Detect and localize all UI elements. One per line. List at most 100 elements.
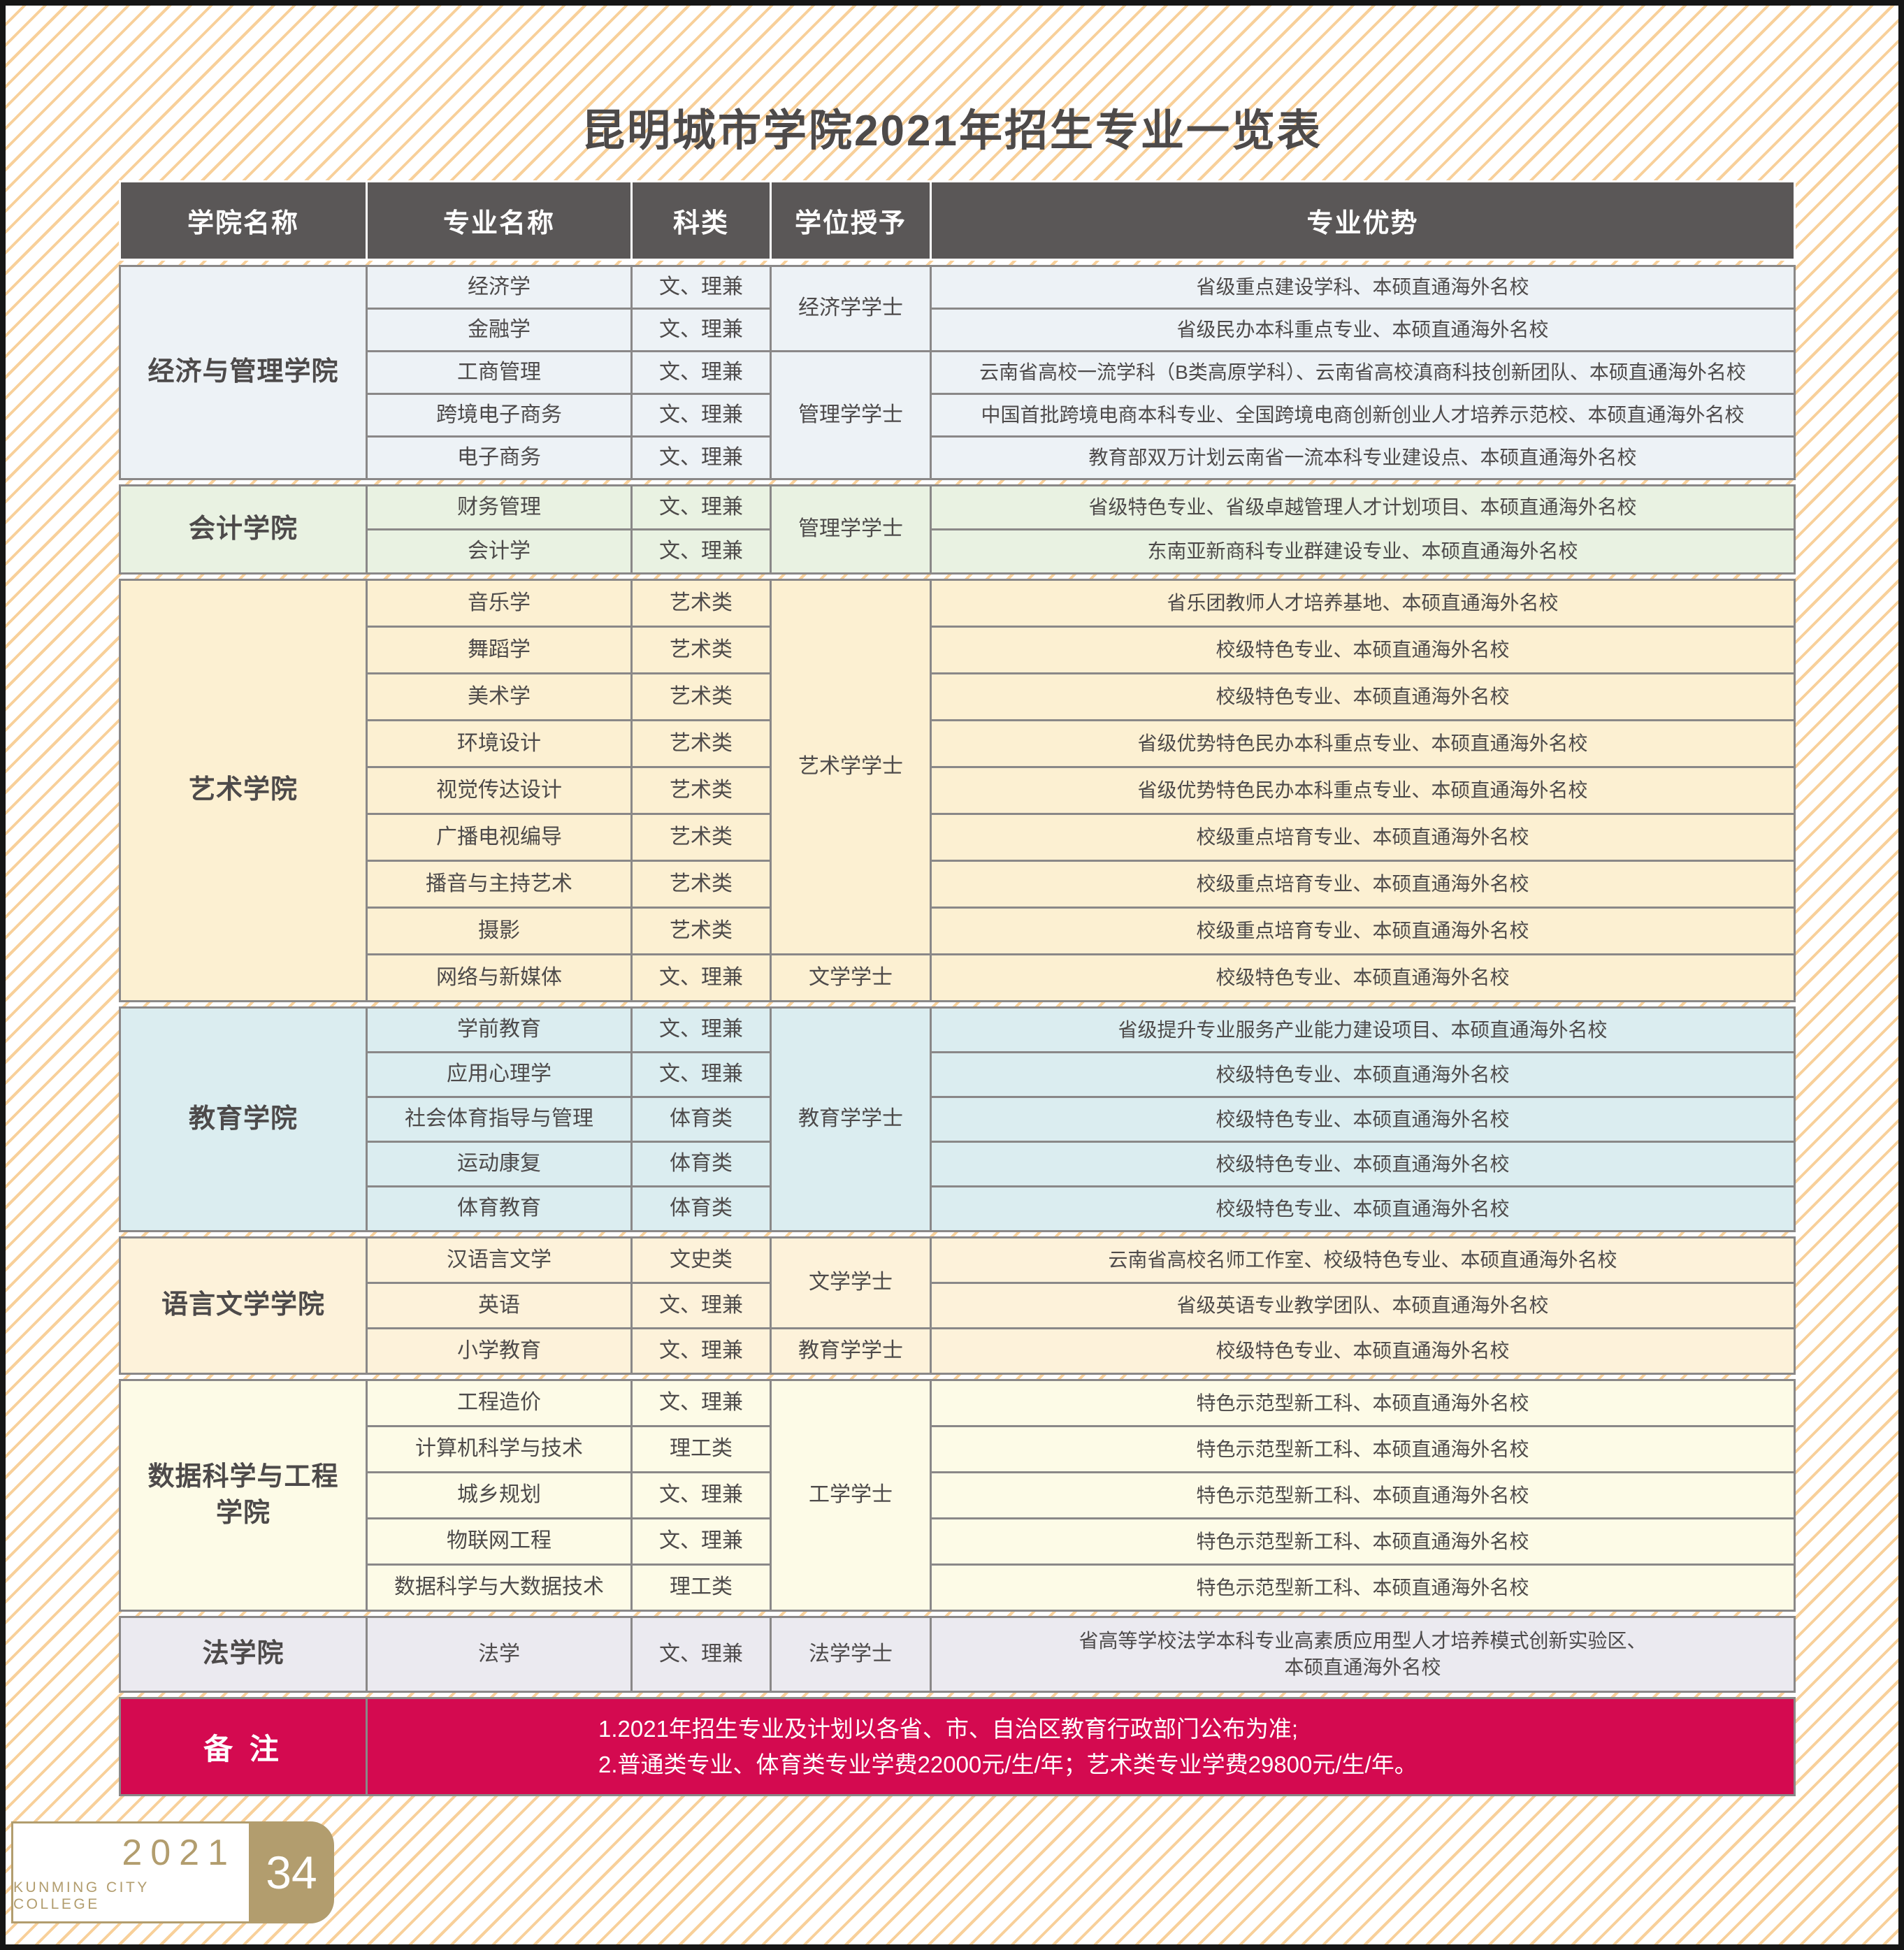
category-cell: 文、理兼 bbox=[633, 1519, 770, 1563]
major-cell: 经济学 bbox=[368, 267, 630, 308]
category-cell: 艺术类 bbox=[633, 768, 770, 813]
category-cell: 文、理兼 bbox=[633, 1009, 770, 1051]
advantage-cell: 特色示范型新工科、本硕直通海外名校 bbox=[932, 1473, 1794, 1517]
category-cell: 文史类 bbox=[633, 1238, 770, 1282]
major-cell: 财务管理 bbox=[368, 486, 630, 528]
major-cell: 播音与主持艺术 bbox=[368, 862, 630, 907]
advantage-cell: 校级重点培育专业、本硕直通海外名校 bbox=[932, 862, 1794, 907]
college-name-cell: 艺术学院 bbox=[121, 581, 366, 1000]
advantage-cell: 省级优势特色民办本科重点专业、本硕直通海外名校 bbox=[932, 768, 1794, 813]
major-cell: 物联网工程 bbox=[368, 1519, 630, 1563]
advantage-cell: 校级重点培育专业、本硕直通海外名校 bbox=[932, 815, 1794, 860]
degree-cell: 教育学学士 bbox=[772, 1329, 930, 1373]
major-cell: 摄影 bbox=[368, 909, 630, 953]
category-cell: 文、理兼 bbox=[633, 310, 770, 350]
degree-cell: 工学学士 bbox=[772, 1381, 930, 1610]
category-cell: 体育类 bbox=[633, 1143, 770, 1185]
college-section: 教育学院 学前教育 文、理兼 省级提升专业服务产业能力建设项目、本硕直通海外名校应用心… bbox=[119, 1006, 1796, 1232]
category-cell: 艺术类 bbox=[633, 909, 770, 953]
college-section: 艺术学院 音乐学 艺术类 省乐团教师人才培养基地、本硕直通海外名校 舞蹈学 艺术类 校级特色… bbox=[119, 579, 1796, 1002]
category-cell: 艺术类 bbox=[633, 815, 770, 860]
major-cell: 社会体育指导与管理 bbox=[368, 1098, 630, 1141]
advantage-cell: 东南亚新商科专业群建设专业、本硕直通海外名校 bbox=[932, 530, 1794, 572]
major-cell: 数据科学与大数据技术 bbox=[368, 1566, 630, 1610]
category-cell: 艺术类 bbox=[633, 721, 770, 766]
advantage-cell: 省级重点建设学科、本硕直通海外名校 bbox=[932, 267, 1794, 308]
category-cell: 理工类 bbox=[633, 1566, 770, 1610]
category-cell: 文、理兼 bbox=[633, 1053, 770, 1096]
advantage-cell: 校级重点培育专业、本硕直通海外名校 bbox=[932, 909, 1794, 953]
advantage-cell: 省级英语专业教学团队、本硕直通海外名校 bbox=[932, 1284, 1794, 1327]
college-name-cell: 教育学院 bbox=[121, 1009, 366, 1230]
college-name-cell: 经济与管理学院 bbox=[121, 267, 366, 478]
header-advantage: 专业优势 bbox=[932, 182, 1794, 259]
category-cell: 艺术类 bbox=[633, 862, 770, 907]
remark-line-2: 2.普通类专业、体育类专业学费22000元/生/年；艺术类专业学费29800元/… bbox=[598, 1752, 1418, 1777]
degree-cell: 管理学学士 bbox=[772, 352, 930, 478]
category-cell: 文、理兼 bbox=[633, 1329, 770, 1373]
category-cell: 艺术类 bbox=[633, 581, 770, 626]
category-cell: 文、理兼 bbox=[633, 352, 770, 393]
footer-badge-left: 2021 KUNMING CITY COLLEGE bbox=[11, 1821, 249, 1923]
category-cell: 艺术类 bbox=[633, 628, 770, 672]
advantage-cell: 中国首批跨境电商本科专业、全国跨境电商创新创业人才培养示范校、本硕直通海外名校 bbox=[932, 395, 1794, 435]
degree-cell: 文学学士 bbox=[772, 955, 930, 1000]
major-cell: 网络与新媒体 bbox=[368, 955, 630, 1000]
degree-cell: 教育学学士 bbox=[772, 1009, 930, 1230]
major-cell: 视觉传达设计 bbox=[368, 768, 630, 813]
category-cell: 文、理兼 bbox=[633, 486, 770, 528]
advantage-cell: 省级提升专业服务产业能力建设项目、本硕直通海外名校 bbox=[932, 1009, 1794, 1051]
major-cell: 英语 bbox=[368, 1284, 630, 1327]
major-cell: 广播电视编导 bbox=[368, 815, 630, 860]
advantage-cell: 校级特色专业、本硕直通海外名校 bbox=[932, 1053, 1794, 1096]
advantage-cell: 校级特色专业、本硕直通海外名校 bbox=[932, 674, 1794, 719]
remark-line-1: 1.2021年招生专业及计划以各省、市、自治区教育行政部门公布为准; bbox=[598, 1715, 1299, 1742]
advantage-cell: 云南省高校名师工作室、校级特色专业、本硕直通海外名校 bbox=[932, 1238, 1794, 1282]
advantage-cell: 省级特色专业、省级卓越管理人才计划项目、本硕直通海外名校 bbox=[932, 486, 1794, 528]
major-cell: 舞蹈学 bbox=[368, 628, 630, 672]
category-cell: 文、理兼 bbox=[633, 438, 770, 478]
advantage-cell: 特色示范型新工科、本硕直通海外名校 bbox=[932, 1381, 1794, 1425]
category-cell: 文、理兼 bbox=[633, 1618, 770, 1691]
category-cell: 文、理兼 bbox=[633, 955, 770, 1000]
advantage-cell: 省级民办本科重点专业、本硕直通海外名校 bbox=[932, 310, 1794, 350]
college-section: 数据科学与工程 学院 工程造价 文、理兼 特色示范型新工科、本硕直通海外名校 计算机科学… bbox=[119, 1379, 1796, 1612]
admissions-table: 学院名称 专业名称 科类 学位授予 专业优势 经济与管理学院 经济学 文、理兼 省级重… bbox=[119, 180, 1796, 1796]
advantage-cell: 校级特色专业、本硕直通海外名校 bbox=[932, 955, 1794, 1000]
category-cell: 文、理兼 bbox=[633, 1284, 770, 1327]
header-category: 科类 bbox=[633, 182, 770, 259]
advantage-cell: 省高等学校法学本科专业高素质应用型人才培养模式创新实验区、 本硕直通海外名校 bbox=[932, 1618, 1794, 1691]
advantage-cell: 云南省高校一流学科（B类高原学科）、云南省高校滇商科技创新团队、本硕直通海外名校 bbox=[932, 352, 1794, 393]
major-cell: 电子商务 bbox=[368, 438, 630, 478]
advantage-cell: 省级优势特色民办本科重点专业、本硕直通海外名校 bbox=[932, 721, 1794, 766]
major-cell: 法学 bbox=[368, 1618, 630, 1691]
advantage-cell: 校级特色专业、本硕直通海外名校 bbox=[932, 1187, 1794, 1230]
category-cell: 文、理兼 bbox=[633, 1381, 770, 1425]
degree-cell: 文学学士 bbox=[772, 1238, 930, 1327]
table-sections: 经济与管理学院 经济学 文、理兼 省级重点建设学科、本硕直通海外名校 金融学 文、理兼 省级… bbox=[119, 265, 1796, 1693]
college-name-cell: 数据科学与工程 学院 bbox=[121, 1381, 366, 1610]
category-cell: 文、理兼 bbox=[633, 530, 770, 572]
degree-cell: 经济学学士 bbox=[772, 267, 930, 350]
major-cell: 工商管理 bbox=[368, 352, 630, 393]
footer-page-box: 34 bbox=[249, 1821, 334, 1923]
header-degree: 学位授予 bbox=[772, 182, 930, 259]
advantage-cell: 校级特色专业、本硕直通海外名校 bbox=[932, 1329, 1794, 1373]
major-cell: 音乐学 bbox=[368, 581, 630, 626]
college-name-cell: 法学院 bbox=[121, 1618, 366, 1691]
degree-cell: 艺术学学士 bbox=[772, 581, 930, 953]
college-section: 会计学院 财务管理 文、理兼 省级特色专业、省级卓越管理人才计划项目、本硕直通海外名校… bbox=[119, 484, 1796, 575]
major-cell: 学前教育 bbox=[368, 1009, 630, 1051]
college-name-cell: 会计学院 bbox=[121, 486, 366, 572]
remark-body: 1.2021年招生专业及计划以各省、市、自治区教育行政部门公布为准; 2.普通类… bbox=[368, 1699, 1794, 1794]
footer-badge: 2021 KUNMING CITY COLLEGE 34 bbox=[11, 1821, 334, 1923]
major-cell: 小学教育 bbox=[368, 1329, 630, 1373]
category-cell: 艺术类 bbox=[633, 674, 770, 719]
advantage-cell: 教育部双万计划云南省一流本科专业建设点、本硕直通海外名校 bbox=[932, 438, 1794, 478]
college-section: 经济与管理学院 经济学 文、理兼 省级重点建设学科、本硕直通海外名校 金融学 文、理兼 省级… bbox=[119, 265, 1796, 480]
advantage-cell: 校级特色专业、本硕直通海外名校 bbox=[932, 1143, 1794, 1185]
major-cell: 应用心理学 bbox=[368, 1053, 630, 1096]
college-section: 法学院 法学 文、理兼 省高等学校法学本科专业高素质应用型人才培养模式创新实验区、 本… bbox=[119, 1616, 1796, 1693]
major-cell: 工程造价 bbox=[368, 1381, 630, 1425]
